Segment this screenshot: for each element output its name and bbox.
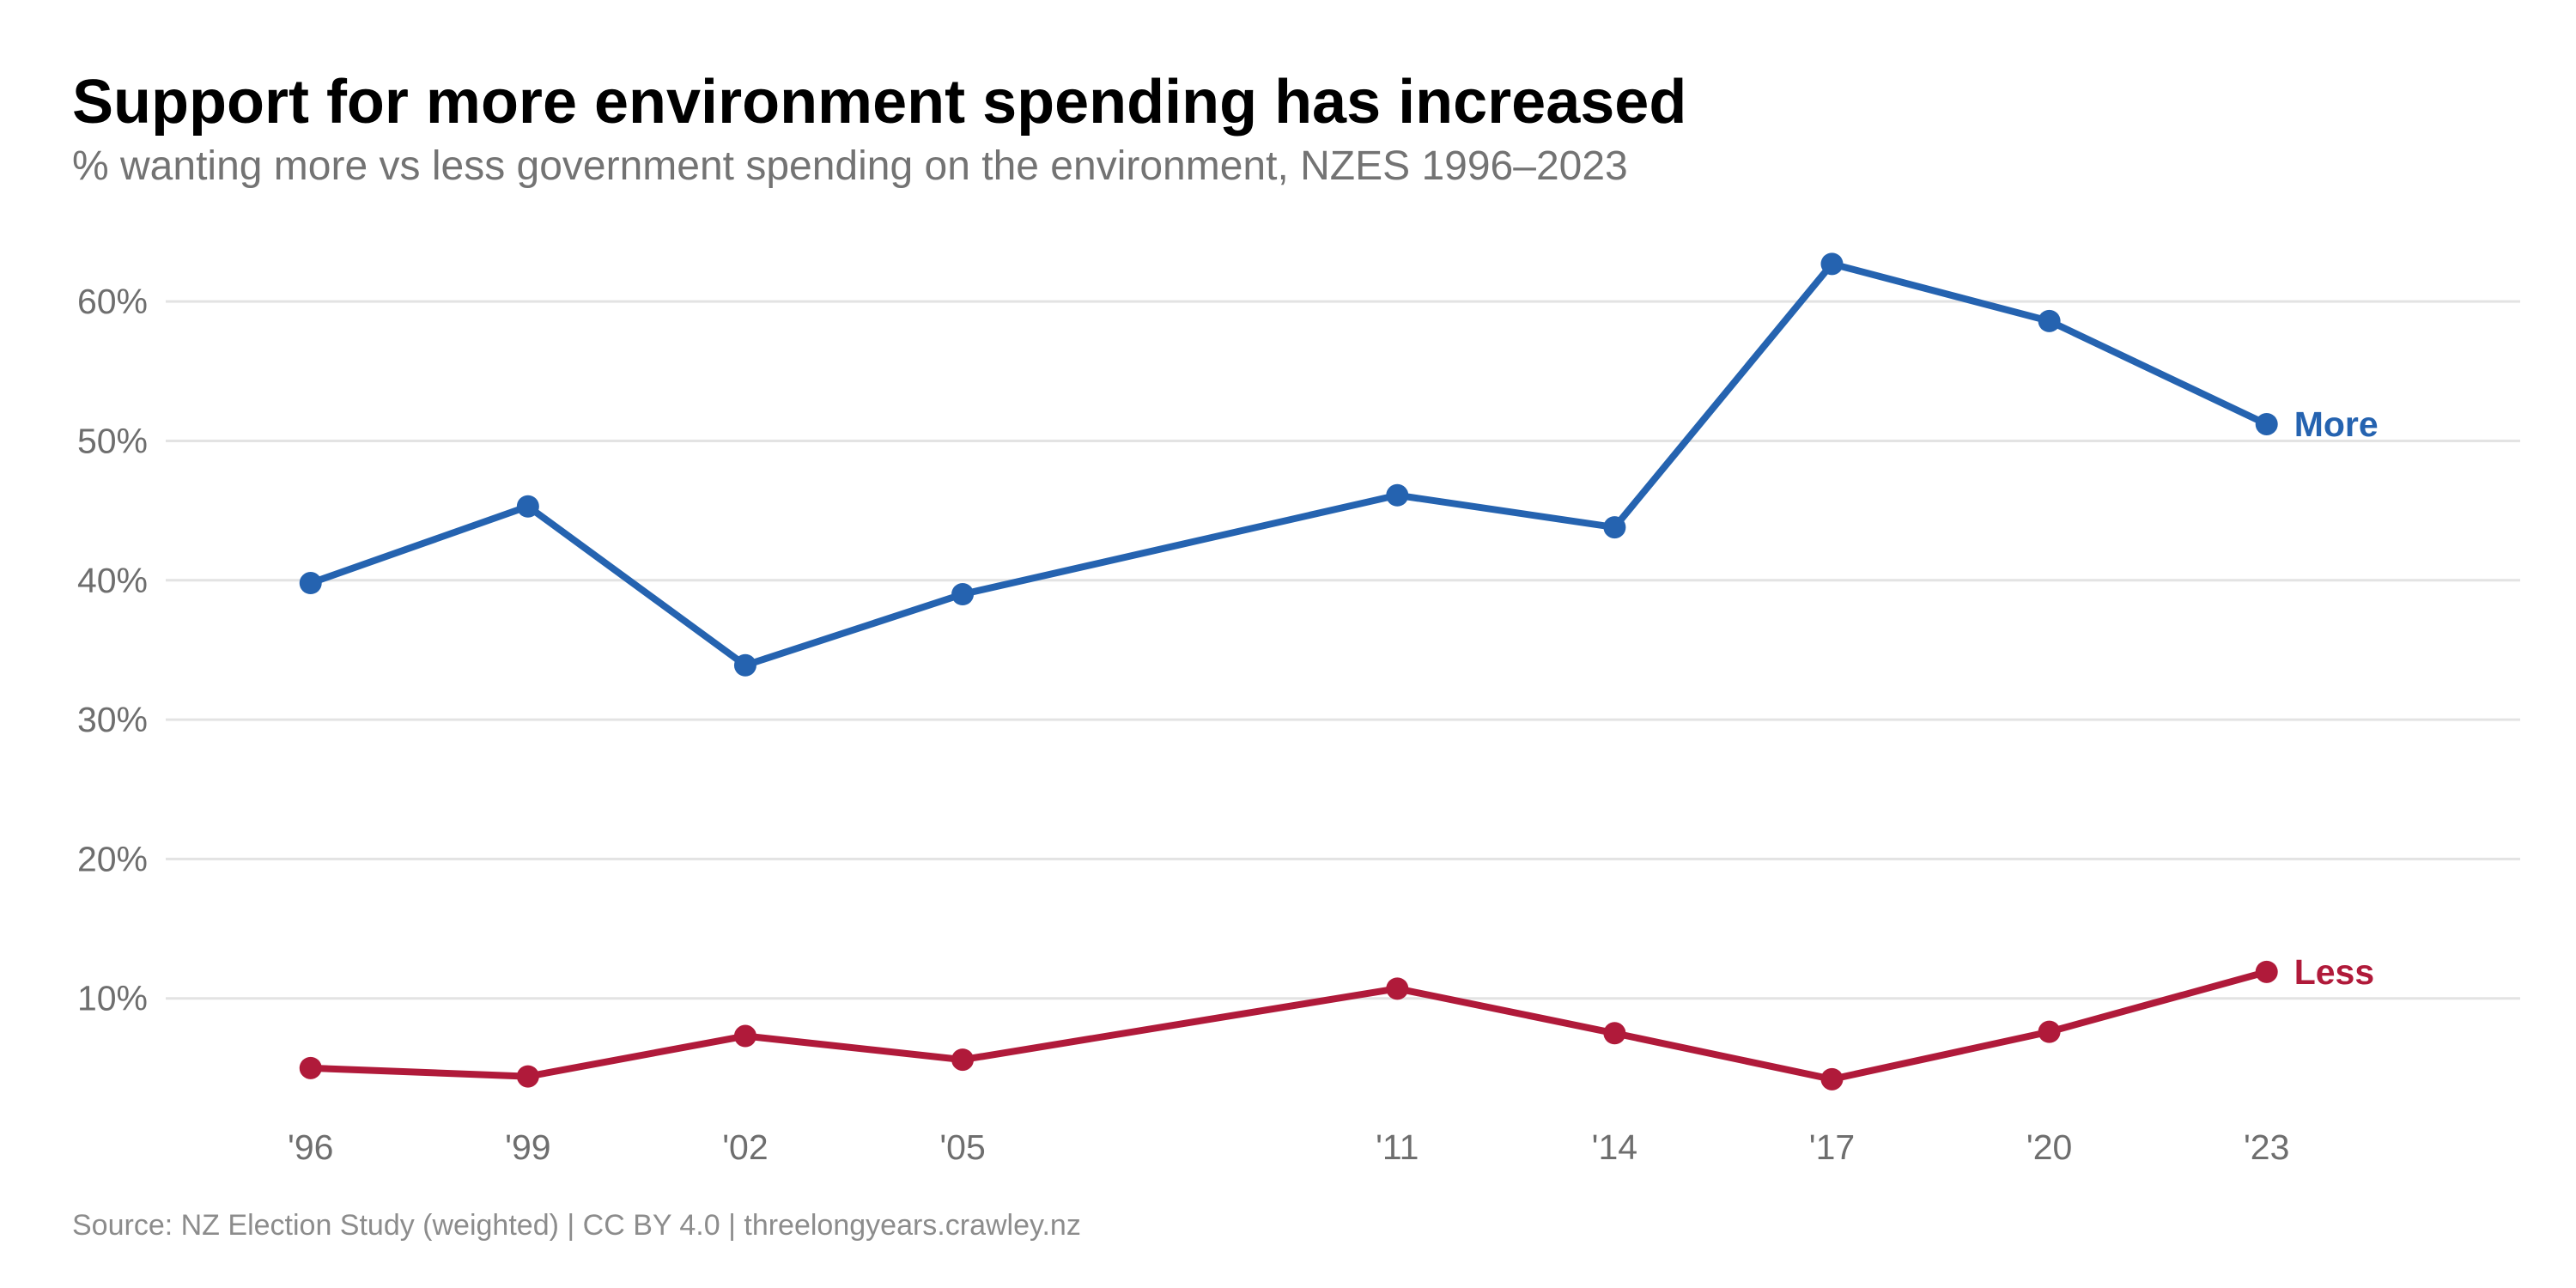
series-line [307,968,2270,1083]
data-point [299,572,322,595]
x-tick-label: '20 [2026,1127,2072,1167]
data-point [1603,516,1626,539]
y-tick-label: 20% [77,839,148,878]
data-point [1820,1067,1844,1091]
series-less: Less [299,952,2374,1091]
x-tick-label: '11 [1376,1127,1419,1167]
x-tick-label: '96 [288,1127,333,1167]
data-point [2038,1020,2061,1043]
series: More Less [299,252,2379,1091]
x-tick-label: '23 [2244,1127,2289,1167]
x-tick-label: '05 [939,1127,985,1167]
data-point [2255,412,2278,435]
x-tick-label: '14 [1592,1127,1637,1167]
data-point [1603,1022,1626,1045]
series-label: Less [2294,952,2374,992]
y-tick-label: 60% [77,282,148,321]
data-point [951,1048,975,1072]
y-tick-label: 50% [77,421,148,460]
y-tick-label: 10% [77,979,148,1018]
data-point [516,495,539,518]
chart-title: Support for more environment spending ha… [72,68,1687,137]
y-tick-label: 30% [77,700,148,739]
data-point [1820,252,1844,276]
y-tick-label: 40% [77,561,148,600]
data-point [2038,309,2061,332]
series-line [307,260,2270,669]
data-point [299,1056,322,1079]
data-point [951,583,975,605]
series-label: More [2294,404,2379,444]
data-point [733,1024,756,1048]
chart-subtitle: % wanting more vs less government spendi… [72,143,1628,189]
data-point [733,653,756,677]
x-tick-label: '17 [1809,1127,1855,1167]
x-tick-label: '99 [505,1127,550,1167]
x-tick-label: '02 [722,1127,768,1167]
data-point [1386,483,1409,507]
data-point [1386,977,1409,1000]
x-axis-ticks: '96 '99 '02 '05 '11 '14 '17 '20 '23 [288,1127,2289,1167]
y-axis-ticks: 10% 20% 30% 40% 50% 60% [77,282,148,1018]
series-more: More [299,252,2379,677]
data-point [2255,960,2278,983]
gridlines [166,300,2520,1000]
data-point [516,1065,539,1088]
chart-caption: Source: NZ Election Study (weighted) | C… [72,1209,1081,1242]
